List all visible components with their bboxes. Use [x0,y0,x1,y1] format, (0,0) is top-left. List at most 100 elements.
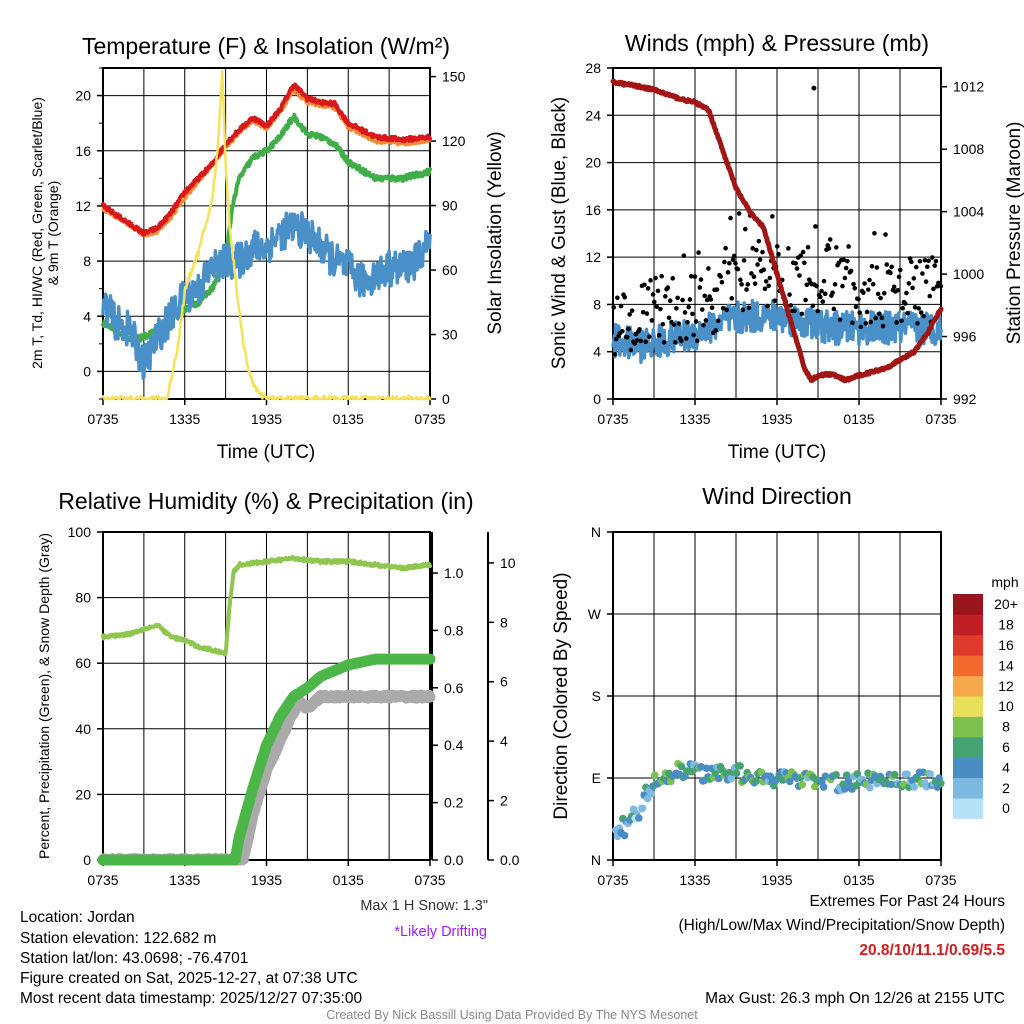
gust-point [904,290,909,296]
gust-point [670,276,676,281]
gust-point [687,297,693,302]
gust-point [767,275,773,281]
gust-point [921,313,926,319]
y-tick-label: 4 [83,308,91,324]
gust-point [830,290,835,295]
gust-point [738,277,743,283]
gust-point [925,264,930,270]
max-gust: Max Gust: 26.3 mph On 12/26 at 2155 UTC [705,990,1005,1007]
extremes-subtitle: (High/Low/Max Wind/Precipitation/Snow De… [679,917,1006,934]
gust-point [827,237,833,242]
direction-point [647,789,656,798]
gust-point [680,297,685,303]
gust-point [745,282,751,287]
gust-point [826,246,832,251]
gust-point [720,305,726,311]
gust-point [739,282,744,287]
gust-point [663,294,668,299]
gust-point [649,318,655,323]
gust-point [733,261,738,266]
gust-point [661,339,667,345]
gust-point [692,274,698,279]
gust-point [800,249,806,255]
direction-point [638,804,647,813]
gust-point [877,311,882,317]
direction-point [732,769,741,778]
precip-tick-label: 0.2 [444,795,464,811]
x-tick-label: 1935 [761,872,792,888]
gust-point [770,214,775,219]
gust-point [742,226,748,232]
x-tick-label: 0735 [414,872,445,888]
pressure-tick-label: 1012 [953,79,984,95]
direction-point [651,771,659,780]
gust-point [672,339,678,345]
y-tick-label: 12 [585,249,601,265]
gust-point [671,322,677,327]
gust-point [842,275,848,281]
gust-point [706,266,711,271]
gust-point [626,326,631,332]
x-tick-label: 0735 [925,411,956,427]
y-tick-label: 4 [593,344,601,360]
gust-point [891,284,897,290]
gust-point [872,230,877,236]
temperature-y-label-2: & 9m T (Orange) [45,181,61,286]
credit-line: Created By Nick Bassill Using Data Provi… [326,1008,698,1022]
gust-point [704,297,710,303]
gust-point [729,296,735,301]
x-tick-label: 1935 [251,411,282,427]
solar-tick-label: 60 [442,262,458,278]
y-tick-label: N [591,852,601,868]
gust-point [618,303,624,309]
gust-point [869,263,875,269]
direction-point [819,783,828,791]
series-sonic-wind [611,298,943,364]
gust-point [834,245,839,250]
colorbar-swatch [953,696,983,717]
gust-point [911,276,917,281]
gust-point [897,267,903,273]
gust-point [675,295,680,301]
gust-point [690,311,695,317]
gust-point [741,258,747,263]
colorbar-swatch [953,594,983,615]
snow-tick-label: 2 [500,793,508,809]
series-solar [101,69,432,401]
gust-point [695,338,700,344]
colorbar-label: 14 [998,657,1014,673]
series-precipitation [97,653,436,866]
gust-point [643,339,648,345]
gust-point [874,265,880,270]
gust-point [899,318,904,324]
direction-panel-title: Wind Direction [702,483,852,509]
gust-point-max [811,85,817,91]
gust-point [936,280,941,286]
gust-point [786,246,791,251]
speed-colorbar: 0 2 4 6 8 10 12 14 16 18 20+ [953,594,1018,819]
colorbar-label: 20+ [994,596,1018,612]
temperature-x-label: Time (UTC) [217,442,316,463]
likely-drifting-note: *Likely Drifting [394,924,487,940]
winds-panel: 0 4 8 12 16 20 24 28 0735 1335 1935 0135 0735 992 996 1… [585,60,984,427]
x-tick-label: 0135 [843,411,874,427]
gust-point [761,267,767,273]
temperature-panel: 0 4 8 12 16 20 0735 1335 1935 0135 0735 0 30 60 90 120 1… [75,67,466,427]
solar-tick-label: 30 [442,327,458,343]
x-tick-label: 0735 [87,872,118,888]
gust-point [740,307,746,313]
gust-point [799,311,805,317]
gust-point [629,308,635,313]
direction-point [810,782,819,791]
gust-point [744,287,749,292]
snow-tick-label: 0.0 [500,852,520,868]
gust-point [627,312,632,317]
gust-point [730,257,736,263]
gust-point [702,293,708,299]
gust-point [676,321,682,326]
gust-point [821,278,827,284]
direction-point [937,779,945,788]
gust-point [938,283,944,289]
y-tick-label: 20 [75,786,91,802]
